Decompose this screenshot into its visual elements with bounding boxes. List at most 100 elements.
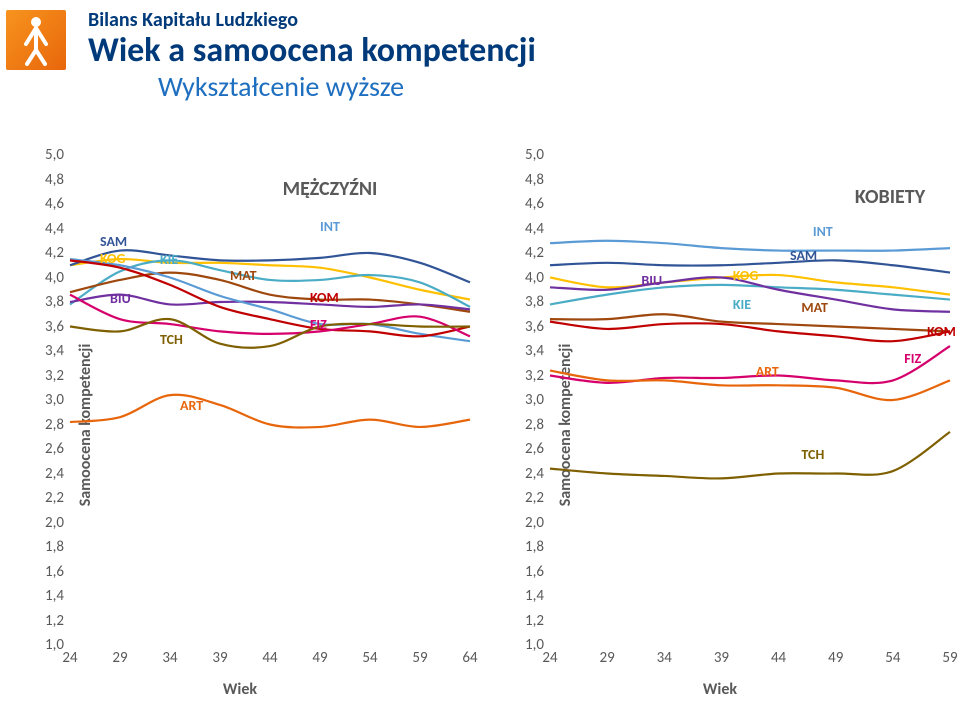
y-tick: 3,6 <box>525 318 550 336</box>
x-tick: 29 <box>600 645 615 667</box>
series-label-kom: KOM <box>927 323 956 340</box>
plot-area: 5,04,84,64,44,24,03,83,63,43,23,02,82,62… <box>70 155 470 645</box>
series-label-biu: BIU <box>641 272 662 289</box>
series-label-tch: TCH <box>160 331 183 348</box>
series-label-sam: SAM <box>790 247 817 264</box>
series-label-biu: BIU <box>110 290 131 307</box>
series-label-art: ART <box>180 397 203 414</box>
plot-area: 5,04,84,64,44,24,03,83,63,43,23,02,82,62… <box>550 155 950 645</box>
series-fiz <box>550 346 950 383</box>
y-tick: 4,6 <box>525 195 550 213</box>
x-tick: 44 <box>771 645 786 667</box>
y-tick: 3,0 <box>525 391 550 409</box>
x-tick: 49 <box>312 645 327 667</box>
y-tick: 4,8 <box>525 171 550 189</box>
y-tick: 4,2 <box>525 244 550 262</box>
y-tick: 3,8 <box>525 293 550 311</box>
x-tick: 34 <box>657 645 672 667</box>
y-tick: 4,0 <box>525 269 550 287</box>
x-tick: 29 <box>112 645 127 667</box>
chart-title: MĘŻCZYŹNI <box>283 177 378 201</box>
x-axis-label: Wiek <box>703 680 737 699</box>
series-tch <box>550 432 950 479</box>
y-tick: 3,2 <box>45 367 70 385</box>
series-label-kom: KOM <box>310 289 339 306</box>
x-tick: 39 <box>714 645 729 667</box>
y-tick: 1,4 <box>45 587 70 605</box>
y-tick: 4,4 <box>45 220 70 238</box>
y-tick: 4,2 <box>45 244 70 262</box>
y-tick: 5,0 <box>525 146 550 164</box>
series-label-kog: KOG <box>733 267 758 284</box>
series-label-int: INT <box>813 223 833 240</box>
series-label-art: ART <box>756 363 779 380</box>
subtitle: Wykształcenie wyższe <box>158 69 536 104</box>
x-tick: 44 <box>262 645 277 667</box>
y-tick: 1,6 <box>45 563 70 581</box>
chart-men: Samoocena kompetencji Wiek 5,04,84,64,44… <box>0 145 480 705</box>
y-tick: 3,0 <box>45 391 70 409</box>
y-tick: 1,2 <box>45 612 70 630</box>
series-label-tch: TCH <box>801 446 824 463</box>
y-tick: 2,8 <box>45 416 70 434</box>
y-tick: 1,8 <box>525 538 550 556</box>
x-tick: 59 <box>942 645 957 667</box>
y-tick: 2,0 <box>525 514 550 532</box>
y-tick: 1,4 <box>525 587 550 605</box>
series-label-kie: KIE <box>733 296 751 313</box>
y-tick: 3,4 <box>525 342 550 360</box>
series-label-mat: MAT <box>230 267 257 284</box>
y-tick: 2,6 <box>525 440 550 458</box>
y-tick: 2,2 <box>525 489 550 507</box>
y-tick: 2,4 <box>525 465 550 483</box>
y-tick: 4,6 <box>45 195 70 213</box>
y-tick: 1,6 <box>525 563 550 581</box>
series-int <box>550 241 950 251</box>
y-tick: 2,8 <box>525 416 550 434</box>
series-label-int: INT <box>320 218 340 235</box>
y-tick: 2,0 <box>45 514 70 532</box>
series-lines <box>550 155 950 645</box>
x-tick: 54 <box>885 645 900 667</box>
title-block: Bilans Kapitału Ludzkiego Wiek a samooce… <box>88 8 536 104</box>
series-lines <box>70 155 470 645</box>
main-title: Wiek a samoocena kompetencji <box>88 32 536 69</box>
x-tick: 64 <box>462 645 477 667</box>
y-tick: 2,6 <box>45 440 70 458</box>
y-tick: 1,8 <box>45 538 70 556</box>
y-tick: 3,8 <box>45 293 70 311</box>
y-tick: 1,2 <box>525 612 550 630</box>
x-tick: 59 <box>412 645 427 667</box>
logo-icon <box>6 10 66 70</box>
series-label-fiz: FIZ <box>310 316 327 333</box>
y-tick: 4,0 <box>45 269 70 287</box>
y-tick: 4,8 <box>45 171 70 189</box>
charts-row: Samoocena kompetencji Wiek 5,04,84,64,44… <box>0 145 960 705</box>
x-tick: 34 <box>162 645 177 667</box>
y-tick: 5,0 <box>45 146 70 164</box>
y-tick: 3,2 <box>525 367 550 385</box>
x-tick: 54 <box>362 645 377 667</box>
x-axis-label: Wiek <box>223 680 257 699</box>
supertitle: Bilans Kapitału Ludzkiego <box>88 8 536 32</box>
series-label-kog: KOG <box>100 250 125 267</box>
series-label-sam: SAM <box>100 233 127 250</box>
x-tick: 49 <box>828 645 843 667</box>
y-tick: 3,4 <box>45 342 70 360</box>
slide: Bilans Kapitału Ludzkiego Wiek a samooce… <box>0 0 960 723</box>
chart-title: KOBIETY <box>855 185 925 209</box>
series-art <box>70 395 470 428</box>
series-kom <box>550 322 950 342</box>
x-tick: 39 <box>212 645 227 667</box>
y-tick: 2,4 <box>45 465 70 483</box>
y-tick: 3,6 <box>45 318 70 336</box>
series-label-kie: KIE <box>160 251 178 268</box>
series-art <box>550 371 950 400</box>
x-tick: 24 <box>62 645 77 667</box>
series-label-mat: MAT <box>801 299 828 316</box>
chart-women: Samoocena kompetencji Wiek 5,04,84,64,44… <box>480 145 960 705</box>
x-tick: 24 <box>542 645 557 667</box>
y-tick: 4,4 <box>525 220 550 238</box>
series-label-fiz: FIZ <box>904 350 921 367</box>
y-tick: 2,2 <box>45 489 70 507</box>
